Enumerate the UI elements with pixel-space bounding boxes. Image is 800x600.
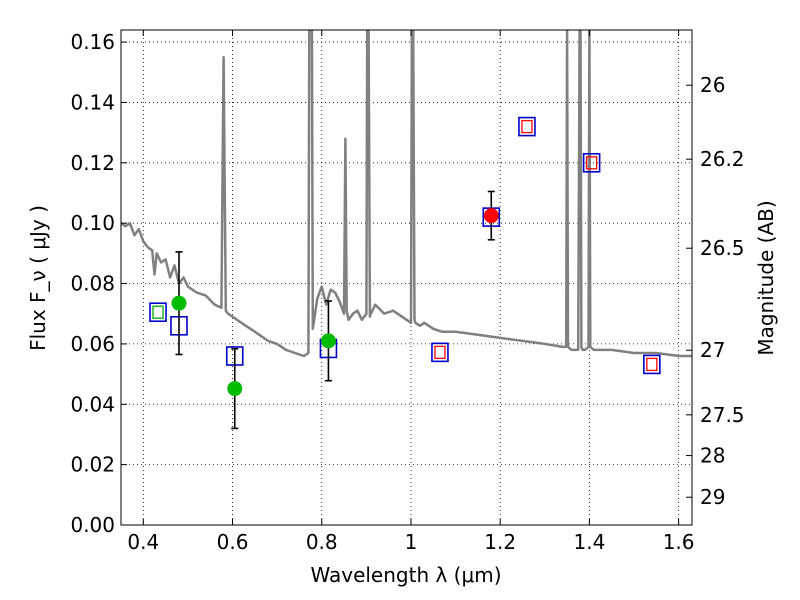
open-square-marker <box>431 342 449 363</box>
small-square-marker <box>152 305 164 319</box>
x-axis-label: Wavelength λ (μm) <box>310 563 501 587</box>
y-tick-label: 0.10 <box>70 211 115 235</box>
y-tick-label: 0.00 <box>70 513 115 537</box>
small-square-marker <box>585 156 598 170</box>
x-tick-label: 0.4 <box>127 530 159 554</box>
photometry-points <box>149 116 661 430</box>
x-tick-label: 1.4 <box>573 530 605 554</box>
y-axis-label-text: Flux F_ν ( μJy ) <box>26 205 50 351</box>
measured-point <box>227 381 243 397</box>
right-tick-label: 26.5 <box>700 236 745 260</box>
x-tick-label: 1.2 <box>484 530 516 554</box>
right-axis-label-text: Magnitude (AB) <box>754 200 778 355</box>
open-square-marker <box>643 354 661 375</box>
measured-point <box>320 333 336 349</box>
x-tick-label: 1 <box>405 530 418 554</box>
open-square-marker <box>582 153 601 173</box>
y-tick-label: 0.16 <box>70 30 115 54</box>
x-tick-label: 1.6 <box>663 530 695 554</box>
right-tick-label: 28 <box>700 444 725 468</box>
right-tick-label: 27 <box>700 338 725 362</box>
model-spectrum <box>121 30 692 358</box>
open-square-marker <box>518 116 536 137</box>
x-tick-label: 0.8 <box>306 530 338 554</box>
y-axis-label: Flux F_ν ( μJy ) <box>26 205 50 351</box>
x-tick-label: 0.6 <box>217 530 249 554</box>
grid-lines <box>121 30 692 526</box>
open-square-marker <box>149 302 167 323</box>
y-tick-label: 0.04 <box>70 392 115 416</box>
small-square-marker <box>434 345 446 360</box>
model-spectrum-line <box>121 30 692 358</box>
y-tick-label: 0.08 <box>70 272 115 296</box>
right-tick-label: 26 <box>700 73 725 97</box>
small-square-marker <box>521 119 533 134</box>
right-tick-label: 26.2 <box>700 147 745 171</box>
right-tick-label: 27.5 <box>700 403 745 427</box>
y-tick-label: 0.14 <box>70 90 115 114</box>
axis-ticks: 0.4 0.6 0.8 1 1.2 1.4 1.6 0.00 0.02 0.04 0.06 0.08 0… <box>70 30 745 554</box>
y-tick-label: 0.06 <box>70 332 115 356</box>
plot-frame <box>120 29 693 526</box>
small-square-marker <box>646 357 658 372</box>
right-tick-label: 29 <box>700 485 725 509</box>
right-axis-label: Magnitude (AB) <box>754 200 778 355</box>
y-tick-label: 0.02 <box>70 453 115 477</box>
y-tick-label: 0.12 <box>70 151 115 175</box>
measured-point <box>483 208 499 224</box>
measured-point <box>171 295 187 311</box>
